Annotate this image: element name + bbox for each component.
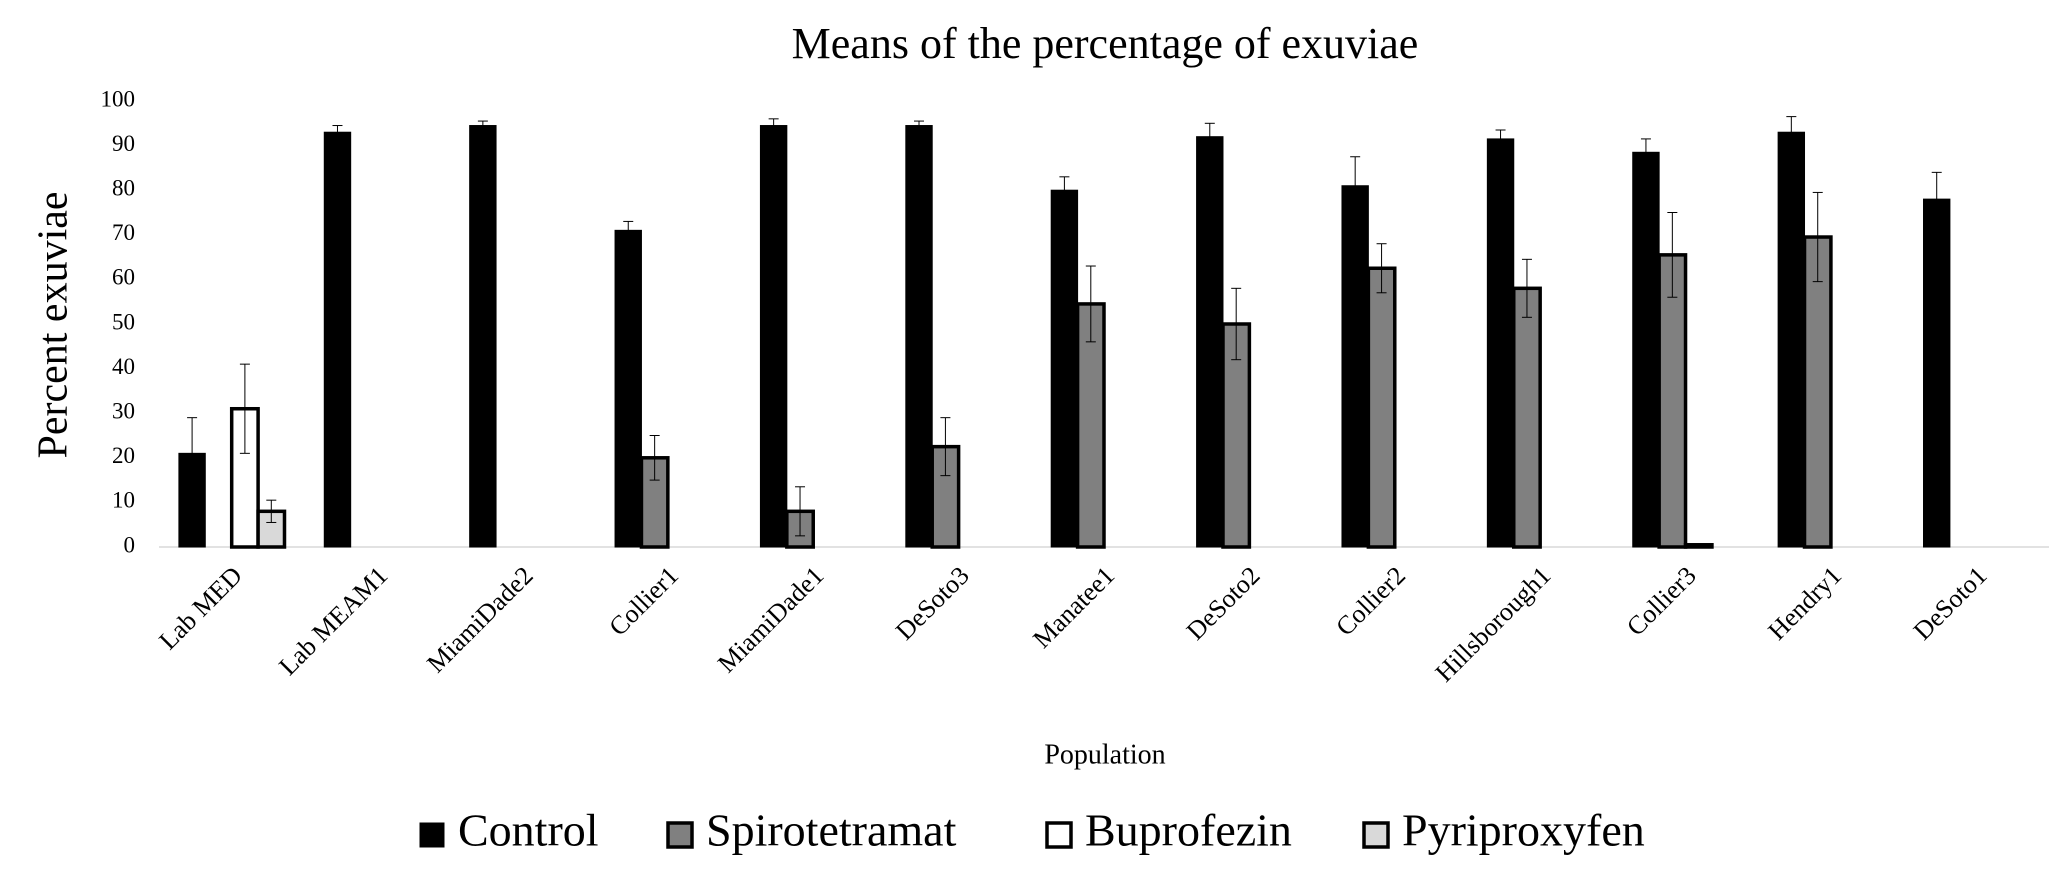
y-tick-label: 40 xyxy=(112,354,135,379)
error-bar xyxy=(1350,156,1361,216)
error-bar xyxy=(1521,258,1532,318)
error-bar xyxy=(1931,171,1942,227)
bar xyxy=(1196,136,1224,548)
x-tick-label: Manatee1 xyxy=(1027,561,1120,654)
y-tick-label: 0 xyxy=(124,532,136,557)
bar xyxy=(905,125,933,548)
error-bar xyxy=(1085,265,1096,343)
x-tick-label: DeSoto3 xyxy=(890,561,975,646)
error-bar xyxy=(1786,116,1797,149)
error-bar xyxy=(649,435,660,481)
x-tick-label: MiamiDade1 xyxy=(712,561,830,679)
bar xyxy=(1486,138,1515,548)
bar xyxy=(1683,543,1714,549)
y-tick-label: 20 xyxy=(112,443,135,468)
y-tick-label: 10 xyxy=(112,488,135,513)
bar xyxy=(469,125,497,548)
legend-swatch xyxy=(419,822,445,848)
bar xyxy=(1050,189,1079,548)
error-bar xyxy=(477,120,488,131)
y-tick-label: 100 xyxy=(101,86,136,111)
error-bar xyxy=(623,220,634,240)
bar xyxy=(1341,185,1369,548)
legend-label: Buprofezin xyxy=(1085,805,1292,856)
y-axis-label: Percent exuviae xyxy=(31,191,77,458)
bar xyxy=(1512,286,1542,549)
error-bar xyxy=(1204,122,1215,151)
x-tick-label: Hendry1 xyxy=(1762,561,1847,646)
x-tick-label: DeSoto2 xyxy=(1181,561,1266,646)
legend-label: Control xyxy=(458,805,599,856)
legend-swatch xyxy=(666,821,694,849)
x-tick-label: DeSoto1 xyxy=(1908,561,1993,646)
error-bar xyxy=(1812,191,1823,283)
bar xyxy=(1777,131,1806,548)
bar xyxy=(1657,253,1688,549)
error-bar xyxy=(1059,176,1070,205)
error-bar xyxy=(187,417,198,490)
x-tick-label: MiamiDade2 xyxy=(421,561,539,679)
error-bar xyxy=(332,125,343,140)
x-tick-label: Hillsborough1 xyxy=(1430,561,1557,688)
error-bar xyxy=(795,486,806,537)
error-bar xyxy=(940,417,951,477)
x-tick-label: Collier1 xyxy=(603,561,684,642)
bar xyxy=(1366,266,1397,549)
error-bar xyxy=(768,118,779,133)
y-tick-label: 70 xyxy=(112,220,135,245)
error-bar xyxy=(1667,212,1678,298)
legend-label: Spirotetramat xyxy=(706,805,957,856)
bar xyxy=(1802,235,1833,549)
error-bar xyxy=(1640,138,1651,167)
error-bar xyxy=(914,120,925,131)
chart-title: Means of the percentage of exuviae xyxy=(792,19,1419,68)
error-bar xyxy=(239,363,250,454)
error-bar xyxy=(1231,287,1242,361)
bar xyxy=(1075,302,1106,549)
error-bar xyxy=(1495,129,1506,149)
x-tick-label: Collier2 xyxy=(1330,561,1411,642)
legend-swatch xyxy=(1045,821,1073,849)
y-tick-label: 90 xyxy=(112,131,135,156)
y-tick-label: 30 xyxy=(112,398,135,423)
bar xyxy=(1632,151,1660,548)
y-tick-label: 60 xyxy=(112,265,135,290)
bar xyxy=(323,131,352,548)
legend-swatch xyxy=(1362,821,1390,849)
error-bar xyxy=(266,499,277,523)
y-tick-label: 50 xyxy=(112,309,135,334)
y-tick-label: 80 xyxy=(112,175,135,200)
error-bar xyxy=(1376,243,1387,294)
x-axis-label: Population xyxy=(1044,739,1165,770)
x-tick-label: Lab MED xyxy=(153,561,248,656)
bar xyxy=(1923,198,1951,548)
x-tick-label: Lab MEAM1 xyxy=(273,561,393,681)
legend-label: Pyriproxyfen xyxy=(1402,805,1645,856)
bar xyxy=(759,125,788,548)
x-tick-label: Collier3 xyxy=(1621,561,1702,642)
bar xyxy=(614,229,642,548)
